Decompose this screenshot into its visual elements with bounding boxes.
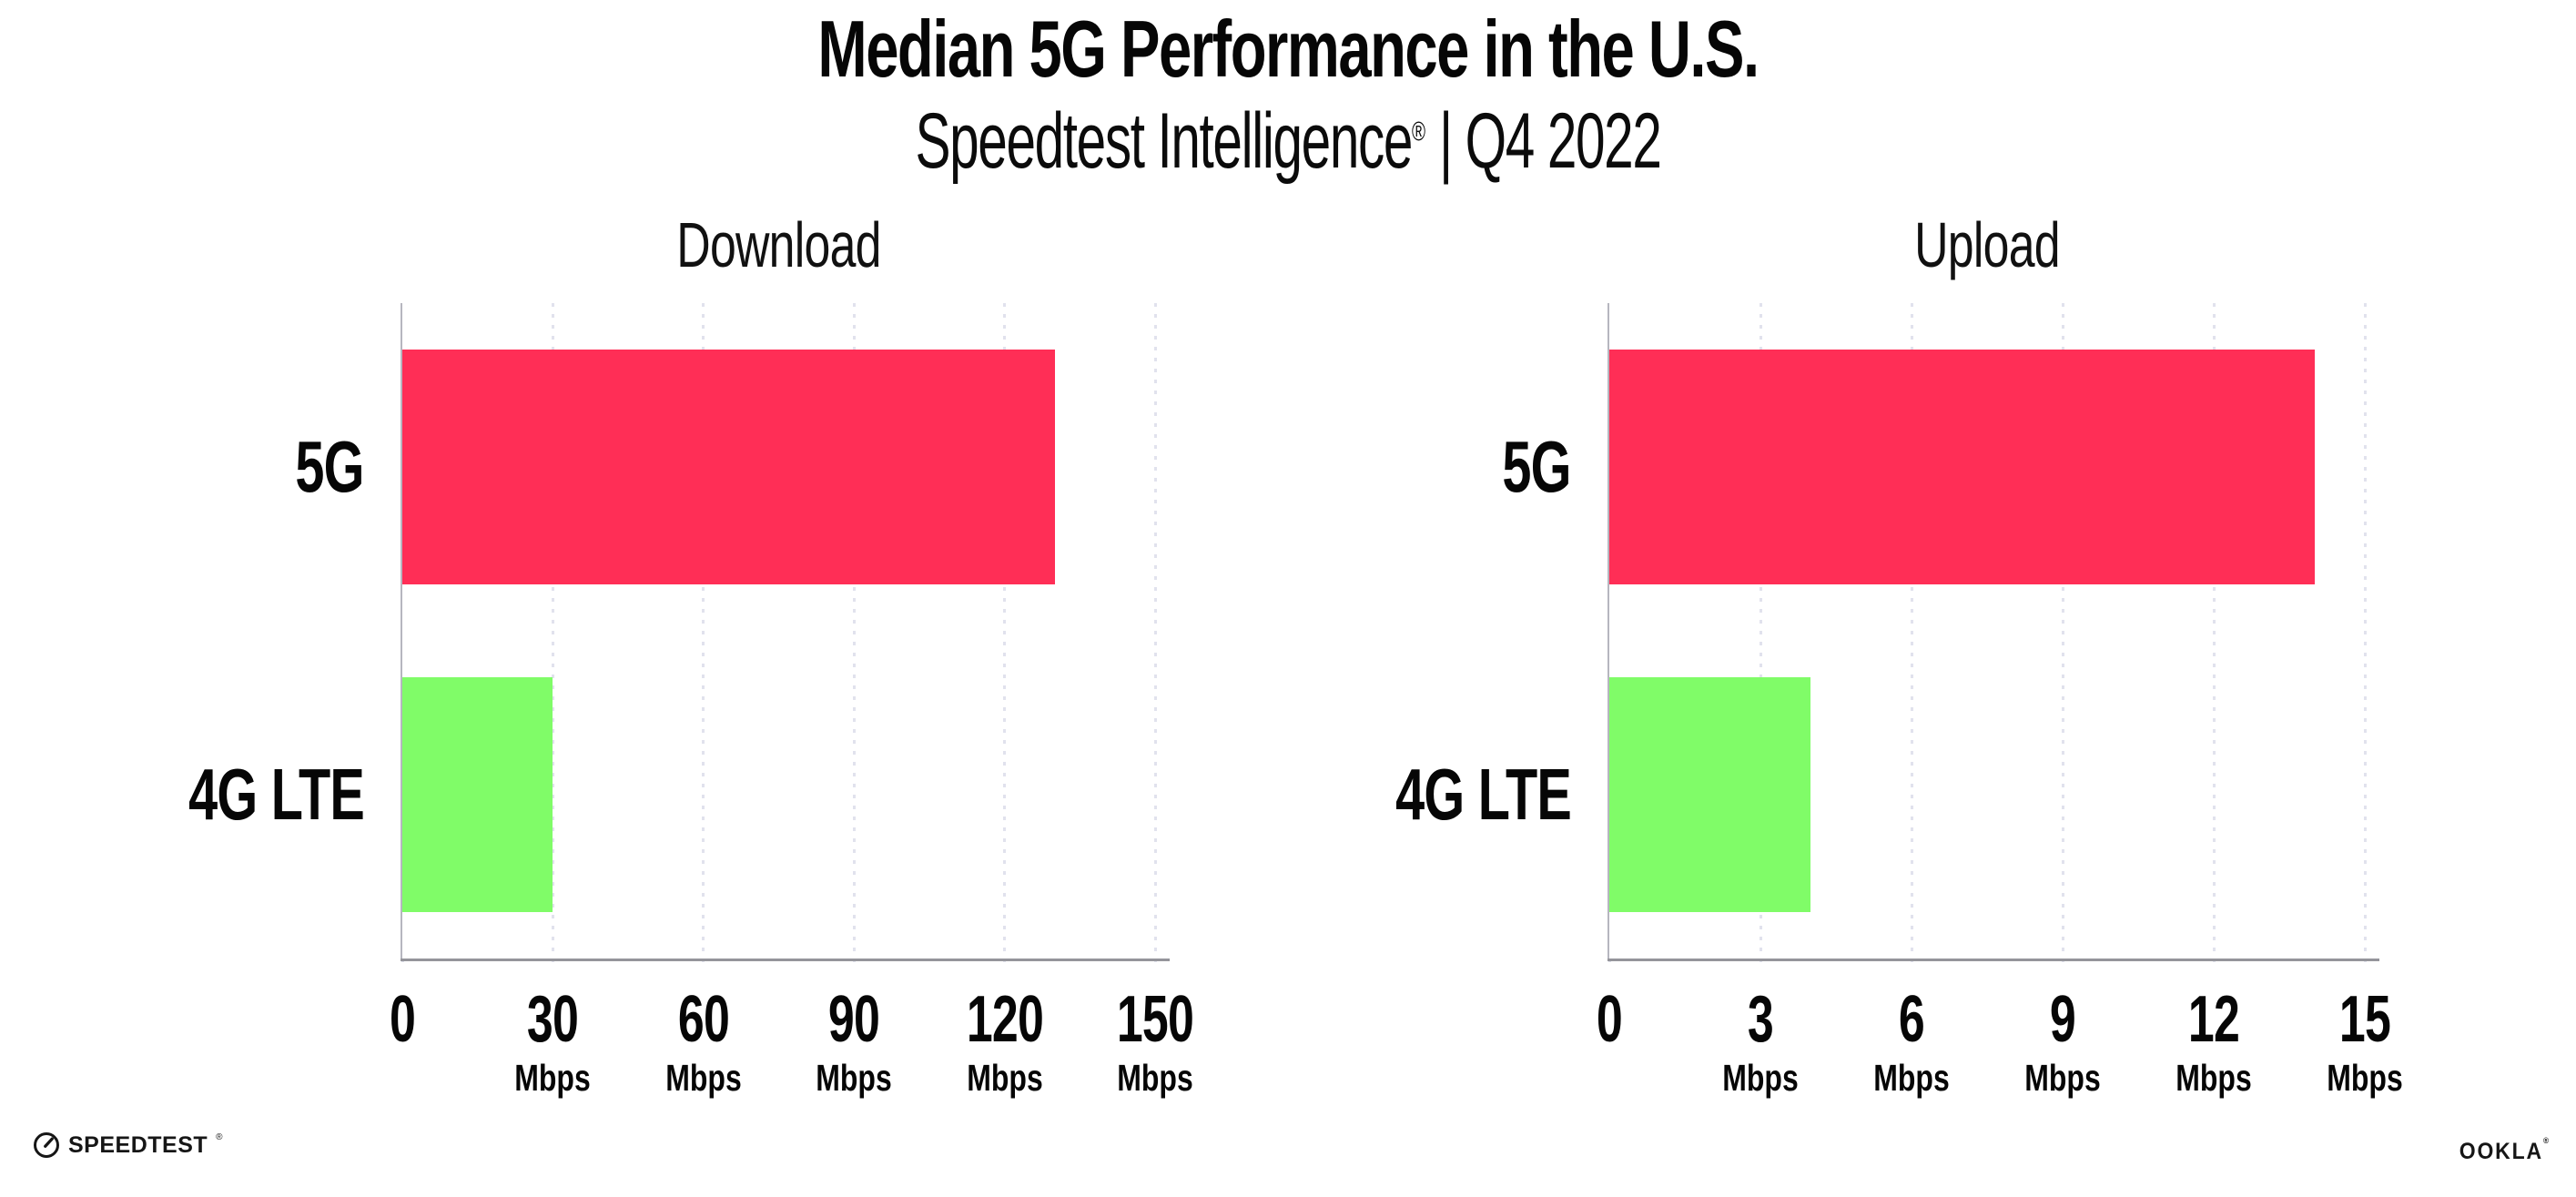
x-axis-line	[1607, 959, 2379, 961]
gridline	[2061, 303, 2064, 969]
gridline	[2212, 303, 2216, 969]
x-tick-label: 30 Mbps	[471, 986, 634, 1097]
x-tick-label: 15 Mbps	[2283, 986, 2447, 1097]
x-tick-value: 0	[389, 983, 416, 1056]
x-axis-line	[401, 959, 1170, 961]
subtitle-brand: Speedtest Intelligence	[915, 97, 1413, 185]
x-tick-unit: Mbps	[2024, 1056, 2101, 1099]
ookla-wordmark: OOKLA	[2459, 1139, 2544, 1164]
x-tick-value: 60	[677, 983, 730, 1056]
x-tick-value: 12	[2187, 983, 2240, 1056]
gridline	[1759, 303, 1762, 969]
registered-trademark-icon: ®	[1412, 117, 1426, 147]
x-tick-value: 90	[828, 983, 880, 1056]
registered-mark-icon: ®	[2543, 1135, 2551, 1145]
bar-4g-lte-upload	[1609, 677, 1811, 912]
x-tick-label: 3 Mbps	[1678, 986, 1842, 1097]
upload-plot	[1609, 303, 2367, 969]
x-tick-label: 0	[1527, 986, 1691, 1054]
x-tick-value: 0	[1596, 983, 1623, 1056]
x-tick-unit: Mbps	[2327, 1056, 2403, 1099]
x-tick-unit: Mbps	[966, 1056, 1043, 1099]
x-tick-unit: Mbps	[1873, 1056, 1950, 1099]
x-tick-value: 30	[527, 983, 579, 1056]
x-tick-label: 12 Mbps	[2132, 986, 2296, 1097]
gridline	[852, 303, 856, 969]
axis-tick	[401, 959, 404, 969]
gridline	[551, 303, 554, 969]
bar-4g-lte-download	[402, 677, 553, 912]
ookla-logo: OOKLA®	[2459, 1136, 2551, 1164]
page-title: Median 5G Performance in the U.S.	[817, 4, 1760, 94]
x-tick-label: 90 Mbps	[772, 986, 936, 1097]
y-axis-line	[1607, 303, 1609, 959]
header: Median 5G Performance in the U.S. Speedt…	[0, 0, 2576, 181]
speedtest-wordmark: SPEEDTEST	[68, 1131, 208, 1158]
gridline	[1910, 303, 1913, 969]
x-tick-value: 3	[1747, 983, 1774, 1056]
x-tick-label: 120 Mbps	[923, 986, 1087, 1097]
bar-5g-download	[402, 350, 1055, 584]
gauge-icon	[34, 1132, 59, 1158]
x-tick-label: 9 Mbps	[1981, 986, 2145, 1097]
axis-tick	[1607, 959, 1611, 969]
gridline	[702, 303, 705, 969]
registered-mark-icon: ®	[216, 1131, 223, 1142]
chart-title-download: Download	[676, 209, 881, 280]
category-label-5g: 5G	[295, 426, 365, 507]
x-tick-value: 150	[1116, 983, 1194, 1056]
x-tick-label: 60 Mbps	[622, 986, 786, 1097]
category-label-4g-lte: 4G LTE	[1394, 754, 1572, 835]
gridline	[2363, 303, 2367, 969]
y-axis-line	[401, 303, 402, 959]
x-tick-value: 9	[2049, 983, 2076, 1056]
bar-5g-upload	[1609, 350, 2315, 584]
x-tick-label: 6 Mbps	[1830, 986, 1993, 1097]
x-tick-unit: Mbps	[514, 1056, 592, 1099]
x-tick-label: 150 Mbps	[1073, 986, 1237, 1097]
chart-title-upload: Upload	[1914, 209, 2060, 280]
x-tick-unit: Mbps	[1722, 1056, 1799, 1099]
gridline	[1003, 303, 1007, 969]
page-subtitle: Speedtest Intelligence® | Q4 2022	[412, 102, 2164, 180]
gridline	[1153, 303, 1157, 969]
x-tick-value: 6	[1898, 983, 1925, 1056]
category-label-5g: 5G	[1502, 426, 1572, 507]
category-label-4g-lte: 4G LTE	[188, 754, 365, 835]
x-tick-unit: Mbps	[816, 1056, 892, 1099]
speedtest-logo: SPEEDTEST ®	[33, 1131, 223, 1159]
x-tick-unit: Mbps	[2175, 1056, 2252, 1099]
subtitle-period: | Q4 2022	[1425, 97, 1662, 185]
x-tick-label: 0	[320, 986, 484, 1054]
download-plot	[402, 303, 1157, 969]
x-tick-value: 120	[966, 983, 1043, 1056]
x-tick-unit: Mbps	[1117, 1056, 1193, 1099]
x-tick-value: 15	[2338, 983, 2391, 1056]
x-tick-unit: Mbps	[665, 1056, 742, 1099]
